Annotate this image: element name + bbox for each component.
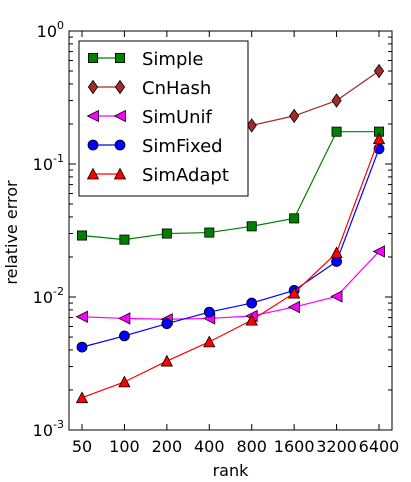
series-simple	[77, 126, 384, 245]
data-point-cnhash	[289, 108, 300, 124]
series-cnhash	[246, 63, 385, 133]
series-line-simadapt	[81, 138, 380, 399]
legend-label-simadapt: SimAdapt	[142, 165, 229, 186]
series-line-simunif	[81, 251, 380, 320]
data-point-simple	[77, 230, 88, 241]
data-point-cnhash	[246, 118, 257, 133]
data-point-simple	[289, 213, 300, 224]
series-group	[75, 63, 386, 404]
data-point-simunif	[75, 310, 88, 323]
legend-marker-simadapt	[113, 167, 127, 180]
data-point-simple	[161, 228, 172, 239]
legend-marker-cnhash	[114, 79, 126, 95]
data-point-simple	[331, 126, 342, 137]
data-point-simple	[246, 221, 257, 232]
legend-marker-simfixed	[87, 139, 99, 151]
x-tick-label: 1600	[274, 437, 315, 456]
series-line-simfixed	[81, 148, 380, 348]
legend-marker-simunif	[86, 109, 99, 123]
tick-labels: 50 100 200 400 800 1600 3200 6400 100 10-1 10-2 10-…	[33, 19, 400, 456]
series-layer	[75, 63, 386, 404]
data-point-simadapt	[372, 132, 386, 145]
legend-marker-simple	[88, 53, 99, 64]
data-point-cnhash	[373, 63, 385, 79]
data-point-simple	[204, 227, 215, 238]
y-tick-label: 10-1	[33, 152, 64, 174]
legend-label-cnhash: CnHash	[142, 78, 211, 99]
legend-label-simfixed: SimFixed	[142, 136, 223, 157]
y-tick-label: 10-3	[33, 418, 64, 440]
legend: Simple CnHash SimUnif SimFixed SimAdapt	[78, 40, 249, 197]
series-line-cnhash	[251, 70, 380, 127]
x-tick-label: 6400	[359, 437, 400, 456]
x-axis-label: rank	[213, 461, 250, 480]
series-simadapt	[75, 132, 386, 404]
x-tick-label: 400	[194, 437, 225, 456]
series-line-simple	[81, 131, 379, 241]
data-point-simunif	[118, 312, 131, 325]
legend-marker-cnhash	[87, 79, 99, 95]
x-tick-label: 200	[152, 437, 183, 456]
data-point-simadapt	[330, 246, 343, 259]
legend-box	[78, 40, 249, 197]
data-point-simadapt	[245, 313, 258, 326]
data-point-simadapt	[203, 335, 216, 348]
data-point-simadapt	[287, 286, 301, 299]
x-tick-label: 800	[236, 437, 267, 456]
plot-frame	[68, 30, 393, 431]
data-point-simfixed	[246, 297, 258, 309]
data-point-simple	[119, 234, 130, 245]
data-point-simadapt	[118, 375, 131, 388]
data-point-simadapt	[75, 391, 89, 404]
legend-marker-simadapt	[86, 167, 100, 180]
x-tick-label: 50	[72, 437, 92, 456]
data-point-simfixed	[203, 306, 215, 318]
y-tick-label: 10-2	[33, 285, 64, 307]
legend-label-simple: Simple	[142, 49, 203, 70]
x-tick-label: 3200	[316, 437, 357, 456]
data-point-simunif	[330, 290, 343, 303]
legend-marker-simfixed	[114, 139, 126, 151]
data-point-simunif	[372, 245, 385, 258]
data-point-simfixed	[119, 330, 130, 342]
legend-marker-simple	[115, 53, 126, 64]
data-point-simunif	[287, 300, 301, 314]
series-simfixed	[76, 143, 385, 353]
data-point-simfixed	[161, 318, 173, 330]
legend-label-simunif: SimUnif	[142, 107, 213, 128]
y-tick-label: 100	[37, 19, 64, 41]
data-point-simadapt	[160, 354, 174, 367]
y-axis-label: relative error	[2, 180, 21, 285]
data-point-cnhash	[331, 93, 342, 108]
legend-marker-simunif	[113, 109, 126, 123]
data-point-simfixed	[76, 341, 88, 353]
x-tick-label: 100	[109, 437, 140, 456]
